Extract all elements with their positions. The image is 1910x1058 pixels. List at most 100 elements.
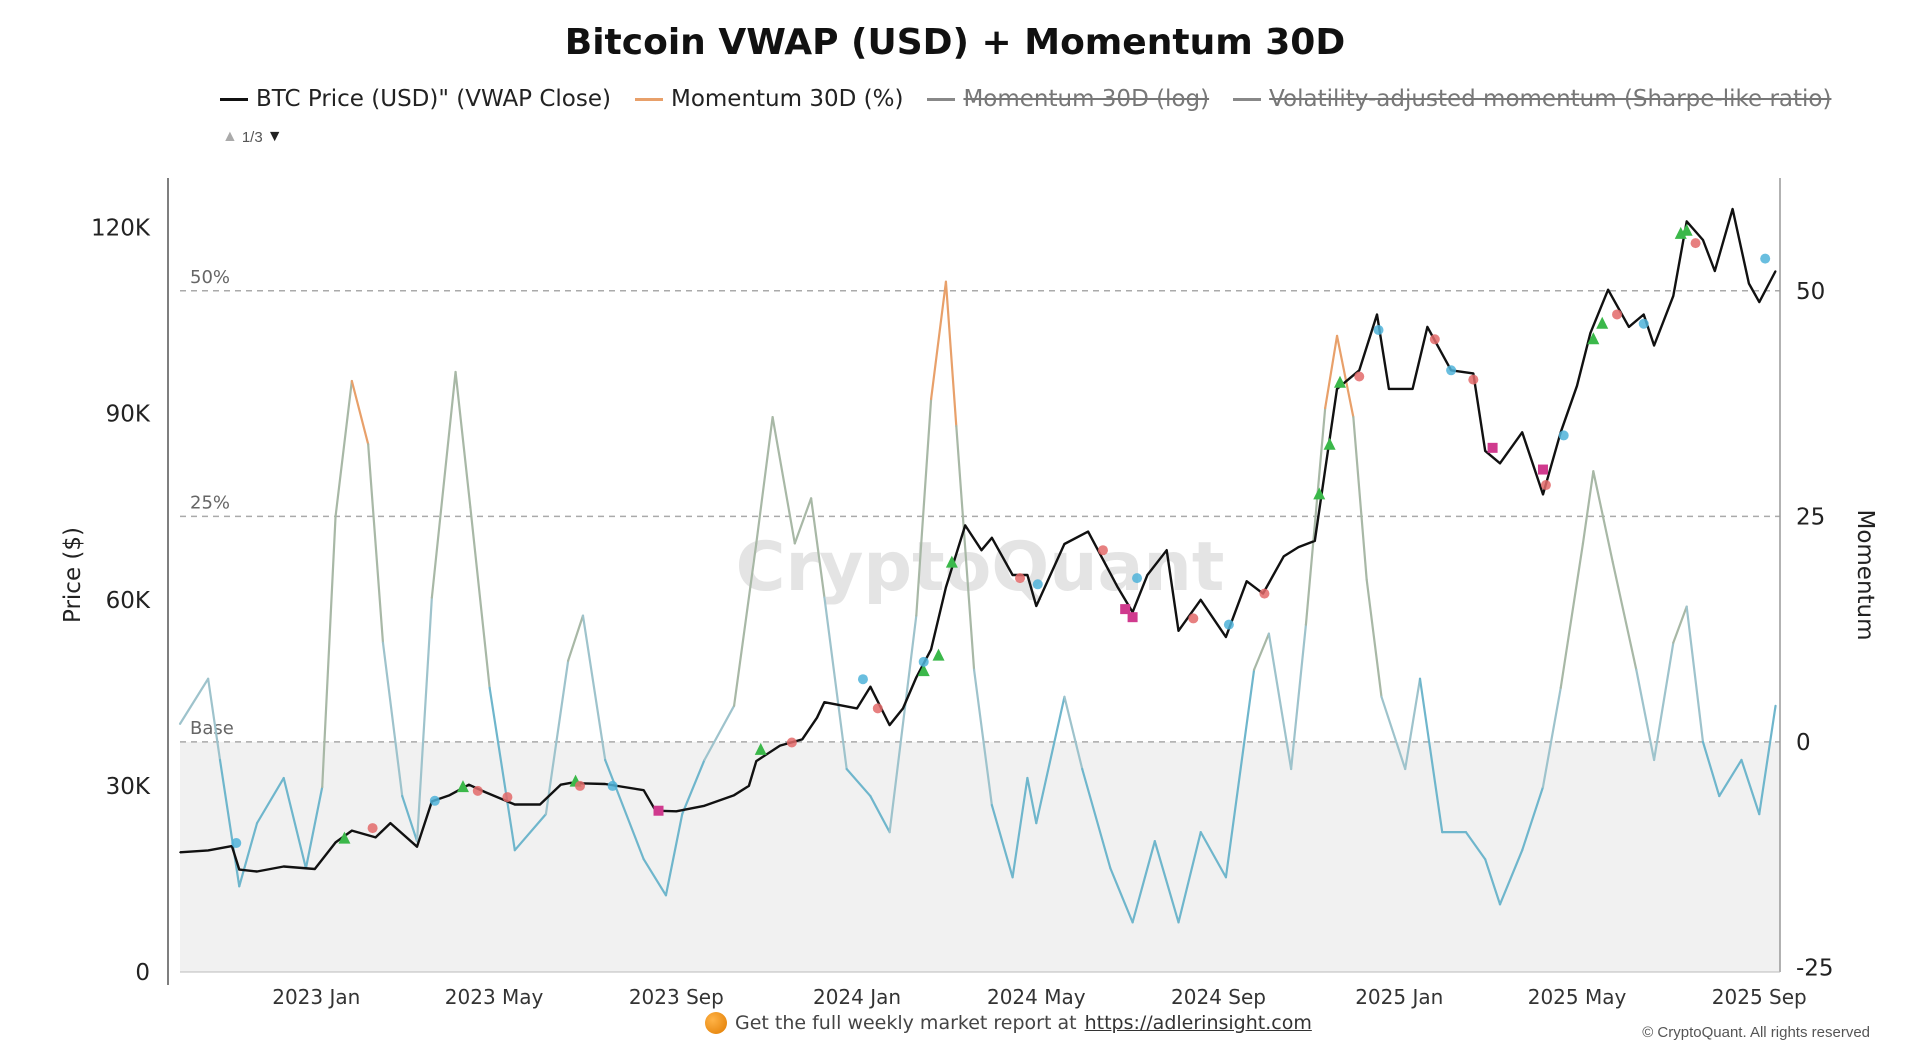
signal-up-marker [1587, 332, 1600, 345]
btc-price-point [816, 716, 818, 719]
legend-item-btc-price[interactable]: BTC Price (USD)" (VWAP Close) [220, 86, 611, 112]
legend-swatch-btc-price [220, 97, 248, 101]
x-tick-label: 2023 May [445, 985, 544, 1009]
signal-up-marker [1323, 437, 1336, 450]
momentum-segment [1131, 840, 1156, 924]
y-right-tick-label: -25 [1796, 955, 1834, 981]
btc-price-point [1702, 239, 1704, 241]
btc-price-point [416, 845, 418, 848]
momentum-segment [793, 497, 813, 545]
momentum-segment [430, 370, 457, 599]
btc-price-point [1199, 599, 1202, 601]
signal-up-marker [1334, 375, 1346, 388]
legend-item-momentum[interactable]: Momentum 30D (%) [634, 86, 904, 112]
btc-price-point [282, 865, 285, 868]
btc-price-point [1731, 208, 1734, 210]
signal-up-marker [1680, 223, 1693, 236]
legend-label: Momentum 30D (%) [670, 86, 904, 112]
btc-price-point [1758, 301, 1761, 303]
btc-price-point [539, 803, 541, 806]
momentum-segment [454, 370, 472, 509]
btc-price-point [1177, 630, 1180, 632]
btc-price-point [642, 789, 645, 792]
signal-up-marker [1313, 487, 1326, 500]
signal-down-marker [1259, 588, 1270, 599]
btc-price-point [1521, 431, 1524, 434]
signal-down-marker [1188, 613, 1199, 624]
legend-next-icon[interactable]: ▼ [266, 128, 283, 145]
legend-item-momentum-log[interactable]: Momentum 30D (log) [927, 86, 1209, 112]
y-left-tick-label: 30K [106, 774, 151, 800]
btc-price-point [902, 707, 904, 710]
btc-price-point [334, 841, 337, 844]
btc-price-point [888, 724, 891, 726]
btc-price-point [1225, 636, 1227, 638]
btc-price-point [1026, 574, 1029, 576]
signal-down-marker [472, 785, 483, 796]
signal-up-marker [1596, 316, 1609, 329]
signal-down-marker [872, 703, 883, 714]
y-left-axis-title: Price ($) [60, 527, 86, 623]
x-tick-label: 2024 May [987, 985, 1086, 1009]
momentum-segment [681, 758, 706, 816]
btc-price-point [1358, 369, 1361, 372]
momentum-segment [1701, 740, 1721, 798]
signal-down-marker [1354, 371, 1365, 382]
watermark: CryptoQuant [736, 528, 1225, 607]
chart-title: Bitcoin VWAP (USD) + Momentum 30D [564, 22, 1346, 63]
footer-link[interactable]: https://adlerinsight.com [1084, 1012, 1312, 1034]
momentum-segment [1290, 623, 1308, 771]
btc-price-point [1245, 580, 1248, 583]
momentum-segment [367, 443, 385, 644]
legend-prev-icon[interactable]: ▲ [222, 128, 238, 145]
btc-price-point [856, 707, 858, 710]
btc-price-point [945, 586, 947, 589]
btc-price-point [1774, 270, 1777, 272]
signal-down-marker [1612, 309, 1623, 320]
momentum-segment [1484, 858, 1502, 906]
btc-price-point [484, 791, 486, 793]
y-left-tick-label: 90K [106, 402, 151, 428]
momentum-segment [1498, 849, 1524, 906]
btc-price-point [1685, 220, 1688, 223]
signal-dot-marker [1223, 619, 1234, 630]
momentum-segment [1011, 776, 1029, 879]
signal-up-marker [932, 648, 945, 661]
btc-price-point [1411, 388, 1414, 390]
momentum-segment [1418, 677, 1444, 834]
momentum-segment [218, 758, 241, 888]
btc-price-point [207, 849, 209, 852]
momentum-segment [1335, 334, 1355, 419]
legend-item-volatility-momentum[interactable]: Volatility-adjusted momentum (Sharpe-lik… [1233, 86, 1831, 112]
momentum-segment [1464, 831, 1487, 861]
momentum-segment [869, 794, 891, 834]
btc-price-point [1714, 270, 1716, 272]
momentum-segment [944, 280, 958, 428]
momentum-segment [401, 794, 419, 843]
signal-dot-marker [231, 837, 242, 848]
x-tick-label: 2023 Sep [629, 985, 724, 1009]
btc-price-point [915, 676, 918, 679]
btc-price-point [1426, 326, 1429, 328]
momentum-segment [1304, 406, 1327, 626]
momentum-segment [771, 416, 796, 545]
momentum-segment [1672, 605, 1688, 644]
signal-up-marker [917, 664, 930, 677]
momentum-segment [810, 497, 826, 599]
momentum-segment [1740, 758, 1761, 816]
momentum-segment [581, 614, 607, 762]
signal-square-marker [653, 805, 664, 816]
momentum-segment [350, 379, 370, 446]
reference-line-label: 25% [190, 492, 230, 513]
btc-price-point [801, 738, 804, 741]
momentum-segment [381, 641, 404, 798]
btc-price-point [1376, 313, 1378, 316]
momentum-segment [1404, 677, 1422, 771]
coin-icon [705, 1012, 727, 1034]
btc-price-point [604, 783, 606, 785]
momentum-segment [845, 767, 872, 798]
btc-price-point [930, 648, 932, 651]
momentum-segment [1758, 704, 1777, 816]
btc-price-point [1653, 344, 1655, 347]
